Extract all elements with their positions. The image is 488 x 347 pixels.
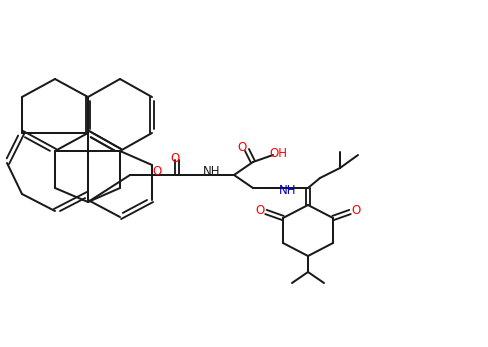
Text: O: O: [170, 152, 180, 164]
Text: NH: NH: [203, 164, 221, 178]
Text: O: O: [351, 203, 361, 217]
Text: NH: NH: [279, 184, 297, 196]
Text: OH: OH: [269, 146, 287, 160]
Text: O: O: [237, 141, 246, 153]
Text: O: O: [255, 203, 264, 217]
Text: O: O: [152, 164, 162, 178]
